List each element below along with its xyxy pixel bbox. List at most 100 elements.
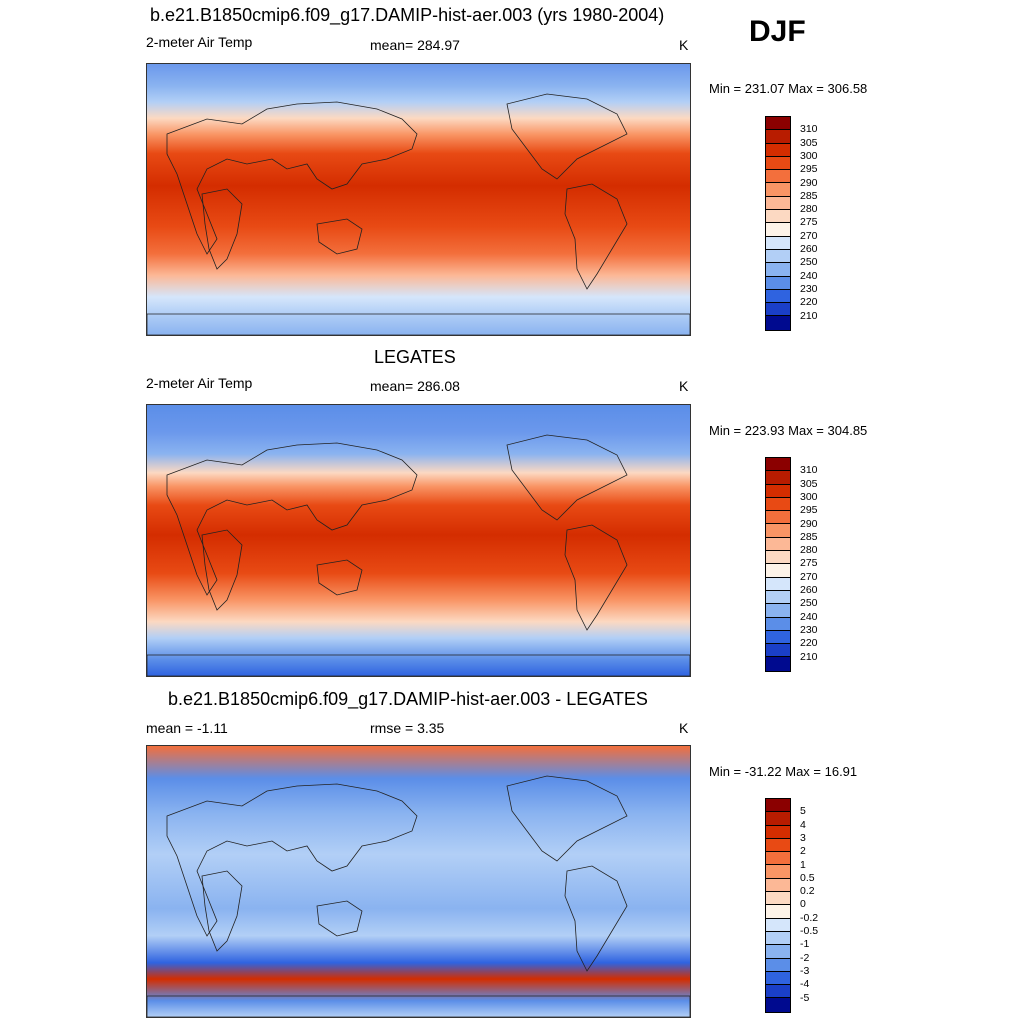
colorbar-tick-label: 290 (800, 176, 818, 189)
colorbar-swatch (766, 945, 790, 959)
colorbar-obs (765, 457, 791, 672)
colorbar-swatch (766, 276, 790, 290)
coastline (506, 434, 628, 521)
colorbar-swatch (766, 604, 790, 618)
minmax-label-obs: Min = 223.93 Max = 304.85 (709, 423, 868, 438)
colorbar-swatch (766, 497, 790, 512)
coastline (147, 654, 690, 676)
colorbar-tick-label: 280 (800, 544, 818, 557)
colorbar-swatch (766, 551, 790, 565)
coastline (564, 865, 628, 972)
minmax-label-model: Min = 231.07 Max = 306.58 (709, 81, 868, 96)
temperature-field (147, 746, 690, 1017)
colorbar-tick-label: 260 (800, 243, 818, 255)
coastline (506, 775, 628, 862)
colorbar-tick-label: -4 (800, 978, 810, 991)
colorbar-tick-label: 295 (800, 163, 818, 176)
colorbar-tick-label: 210 (800, 650, 818, 663)
colorbar-swatch (766, 236, 790, 250)
coastline (166, 442, 418, 596)
colorbar-swatch (766, 905, 790, 919)
colorbar-tick-label: -5 (800, 991, 810, 1004)
units-label-model: K (679, 37, 689, 53)
colorbar-swatch (766, 865, 790, 879)
map-obs (146, 404, 691, 677)
colorbar-swatch (766, 537, 790, 552)
coastline (316, 900, 363, 937)
coastline (201, 188, 243, 270)
colorbar-tick-label: 285 (800, 189, 818, 202)
colorbar-swatch (766, 617, 790, 631)
colorbar-tick-label: 3 (800, 831, 806, 844)
colorbar-tick-label: 285 (800, 530, 818, 543)
colorbar-swatch (766, 263, 790, 277)
colorbar-swatch (766, 564, 790, 578)
colorbar-swatch (766, 183, 790, 197)
panel-title-diff: b.e21.B1850cmip6.f09_g17.DAMIP-hist-aer.… (168, 689, 648, 709)
colorbar-swatch (766, 644, 790, 658)
colorbar-swatch (766, 143, 790, 157)
colorbar-tick-label: 230 (800, 623, 818, 636)
colorbar-tick-label: 0.5 (800, 871, 815, 884)
coastline (564, 524, 628, 631)
colorbar-swatch (766, 524, 790, 538)
variable-label-model: 2-meter Air Temp (146, 34, 253, 50)
colorbar-swatch (766, 458, 790, 472)
colorbar-tick-label: 2 (800, 845, 806, 858)
colorbar-swatch (766, 971, 790, 986)
colorbar-tick-label: -3 (800, 964, 810, 977)
colorbar-tick-label: 230 (800, 282, 818, 295)
colorbar-tick-label: 260 (800, 584, 818, 596)
colorbar-tick-label: 250 (800, 597, 818, 610)
colorbar-tick-label: 310 (800, 123, 818, 136)
coastline (147, 995, 690, 1017)
colorbar-swatch (766, 196, 790, 211)
colorbar-tick-label: 1 (800, 858, 806, 871)
coastline (564, 183, 628, 290)
temperature-field (147, 405, 690, 676)
colorbar-swatch (766, 484, 790, 498)
colorbar-tick-label: 270 (800, 570, 818, 583)
colorbar-swatch (766, 918, 790, 932)
colorbar-swatch (766, 316, 790, 330)
colorbar-tick-label: 305 (800, 477, 818, 490)
map-obs-field (147, 405, 690, 676)
rmse-label-diff: rmse = 3.35 (370, 720, 445, 736)
colorbar-tick-label: 0.2 (800, 885, 815, 898)
colorbar-swatch (766, 590, 790, 605)
colorbar-tick-label: 275 (800, 557, 818, 570)
colorbar-tick-label: 290 (800, 517, 818, 530)
panel-title-model: b.e21.B1850cmip6.f09_g17.DAMIP-hist-aer.… (150, 5, 665, 25)
colorbar-swatch (766, 630, 790, 645)
colorbar-tick-label: 270 (800, 229, 818, 242)
colorbar-swatch (766, 892, 790, 906)
colorbar-swatch (766, 825, 790, 839)
colorbar-tick-label: -1 (800, 938, 810, 951)
coastline (316, 218, 363, 255)
colorbar-tick-label: 250 (800, 256, 818, 269)
colorbar-tick-label: 280 (800, 203, 818, 216)
map-diff (146, 745, 691, 1018)
colorbar-swatch (766, 289, 790, 304)
colorbar-tick-label: 240 (800, 269, 818, 282)
colorbar-swatch (766, 210, 790, 224)
mean-label-model: mean= 284.97 (370, 37, 460, 53)
panel-title-obs: LEGATES (374, 347, 456, 367)
coastline (166, 101, 418, 255)
colorbar-model (765, 116, 791, 331)
colorbar-tick-label: 5 (800, 805, 806, 818)
units-label-obs: K (679, 378, 689, 394)
colorbar-tick-label: -0.2 (800, 911, 819, 924)
minmax-label-diff: Min = -31.22 Max = 16.91 (709, 764, 858, 779)
colorbar-swatch (766, 223, 790, 237)
colorbar-swatch (766, 958, 790, 972)
colorbar-tick-label: 220 (800, 296, 818, 309)
colorbar-tick-label: 295 (800, 504, 818, 517)
colorbar-tick-label: 240 (800, 610, 818, 623)
colorbar-swatch (766, 852, 790, 866)
colorbar-swatch (766, 156, 790, 171)
units-label-diff: K (679, 720, 689, 736)
colorbar-tick-label: 310 (800, 464, 818, 477)
colorbar-tick-label: 275 (800, 216, 818, 229)
coastline (201, 870, 243, 952)
